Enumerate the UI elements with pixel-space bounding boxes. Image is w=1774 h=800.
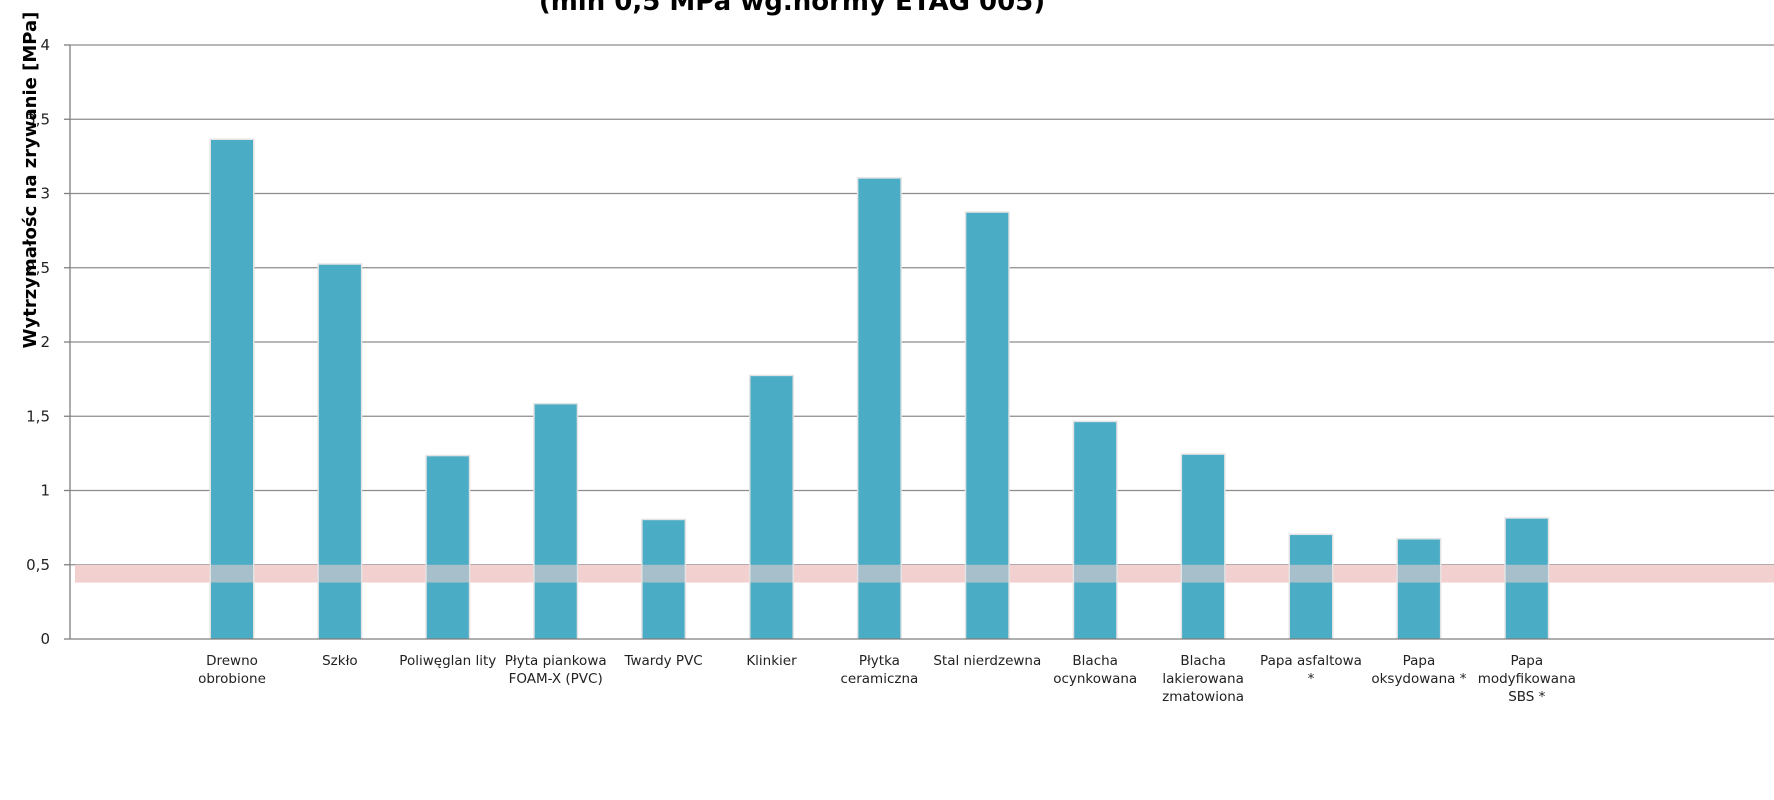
x-tick-label: Szkło [322,653,358,669]
threshold-band [75,564,1774,583]
x-tick-label: Poliwęglan lity [399,653,496,669]
bar-threshold-overlay [858,564,901,583]
y-tick-label: 0,5 [26,556,50,574]
x-tick-label: Drewno obrobione [198,653,266,687]
y-tick-label: 3 [40,185,50,203]
bar-threshold-overlay [966,564,1009,583]
y-axis-label: Wytrzymałośc na zrywanie [MPa] [20,12,41,349]
x-tick-label: Papa asfaltowa * [1260,653,1362,687]
y-tick-label: 2 [40,333,50,351]
bar-threshold-overlay [1397,564,1440,583]
y-tick-label: 0 [40,630,50,648]
bar-threshold-overlay [1505,564,1548,583]
x-tick-label: Płyta piankowa FOAM-X (PVC) [505,653,607,687]
bars [209,138,1550,640]
x-tick-label: Blacha ocynkowana [1053,653,1137,687]
y-tick-labels: 0 0,5 1 1,5 2 2,5 3 3,5 4 [26,36,50,648]
bar [858,178,901,639]
x-tick-label: Blacha lakierowana zmatowiona [1162,653,1244,705]
bar-threshold-overlay [318,564,361,583]
bar [1397,539,1440,639]
bar [1182,454,1225,639]
x-tick-label: Płytka ceramiczna [841,653,919,687]
bar [1074,422,1117,639]
bar [318,264,361,639]
bar-threshold-overlay [1074,564,1117,583]
x-tick-label: Twardy PVC [623,653,702,669]
y-tick-label: 2,5 [26,259,50,277]
bar-threshold-overlay [1290,564,1332,583]
bar-threshold-overlay [1182,564,1225,583]
bar [1290,535,1332,639]
y-tick-label: 3,5 [26,110,50,128]
chart-title: (min 0,5 MPa wg.normy ETAG 005) [539,0,1045,17]
bar-threshold-overlay [534,564,577,583]
y-tick-label: 1 [40,482,50,500]
threshold-overlay [211,564,1548,583]
bar-threshold-overlay [211,564,253,583]
bar [534,404,577,639]
bar [750,376,793,639]
bar-threshold-overlay [426,564,469,583]
x-tick-label: Klinkier [746,653,797,669]
bar-threshold-overlay [642,564,685,583]
axes [64,44,1774,640]
x-tick-label: Stal nierdzewna [933,653,1041,669]
bar [426,456,469,639]
bar [211,140,253,640]
y-tick-label: 1,5 [26,407,50,425]
x-tick-label: Papa oksydowana * [1371,653,1466,687]
x-tick-label: Papa modyfikowana SBS * [1478,653,1576,705]
threshold-band-rect [75,564,1774,583]
y-tick-label: 4 [40,36,50,54]
bar-threshold-overlay [750,564,793,583]
x-tick-labels: Drewno obrobione Szkło Poliwęglan lity Płyta… [198,653,1576,705]
